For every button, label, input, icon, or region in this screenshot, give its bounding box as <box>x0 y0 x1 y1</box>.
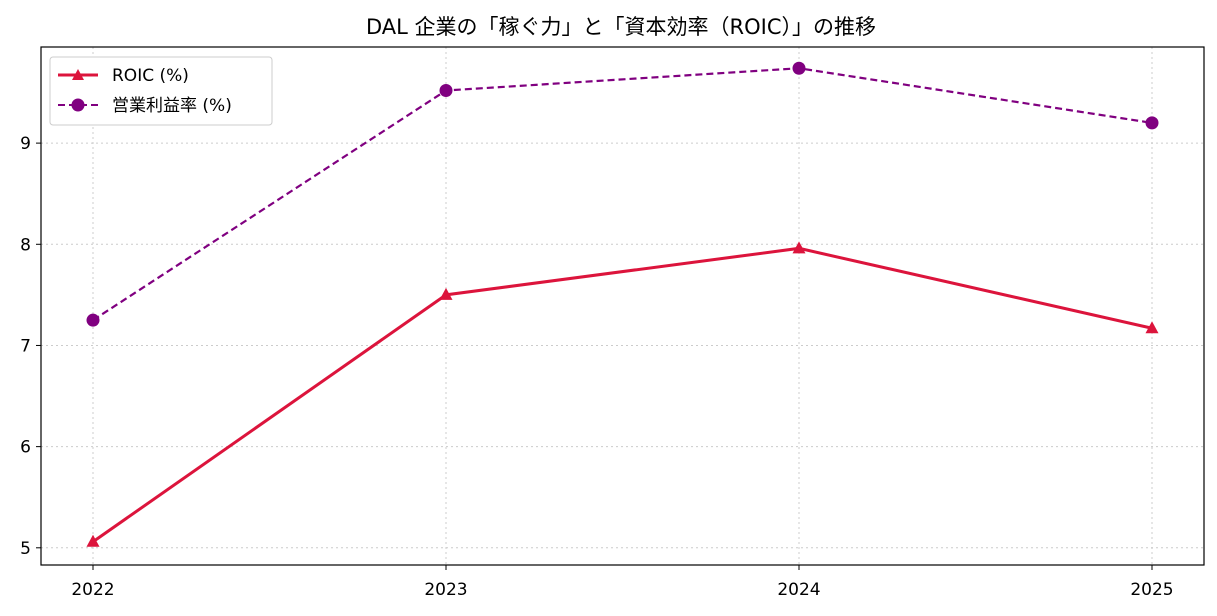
data-point-margin <box>86 313 100 327</box>
legend-label-margin: 営業利益率 (%) <box>112 96 232 116</box>
plot-area <box>41 47 1204 565</box>
legend-box <box>49 56 273 126</box>
y-tick-label: 7 <box>20 336 31 356</box>
x-tick-label: 2022 <box>71 580 114 600</box>
data-point-roic <box>86 534 100 547</box>
series-layer <box>86 61 1159 547</box>
y-tick-label: 6 <box>20 438 31 458</box>
legend: ROIC (%) 営業利益率 (%) <box>49 56 273 126</box>
x-tick-label: 2023 <box>424 580 467 600</box>
y-tick-label: 5 <box>20 539 31 559</box>
data-point-margin <box>792 61 806 75</box>
legend-marker-margin <box>71 98 85 112</box>
y-axis: 5 6 7 8 9 <box>20 134 41 559</box>
x-axis: 2022 2023 2024 2025 <box>71 565 1174 600</box>
x-tick-label: 2024 <box>777 580 820 600</box>
x-tick-label: 2025 <box>1130 580 1173 600</box>
y-tick-label: 8 <box>20 235 31 255</box>
y-tick-label: 9 <box>20 134 31 154</box>
data-point-roic <box>439 287 453 300</box>
chart-title: DAL 企業の「稼ぐ力」と「資本効率（ROIC）」の推移 <box>366 15 876 39</box>
data-point-margin <box>1145 116 1159 130</box>
series-line-margin <box>92 67 1153 322</box>
grid <box>41 47 1204 565</box>
data-point-margin <box>439 84 453 98</box>
legend-marker-roic <box>72 69 84 80</box>
plot-frame <box>40 46 1205 566</box>
legend-label-roic: ROIC (%) <box>112 66 189 86</box>
data-point-roic <box>1145 321 1159 334</box>
data-point-roic <box>792 241 806 254</box>
series-line-roic <box>92 246 1153 543</box>
